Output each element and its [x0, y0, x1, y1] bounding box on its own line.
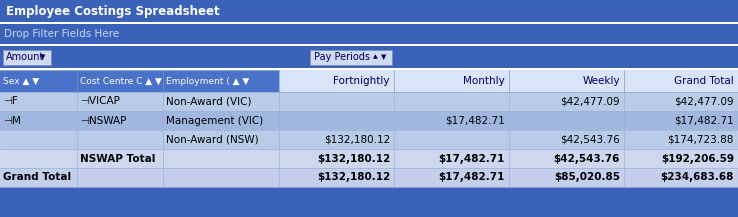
Text: $17,482.71: $17,482.71: [438, 153, 505, 163]
Text: Employee Costings Spreadsheet: Employee Costings Spreadsheet: [6, 5, 220, 18]
Text: Fortnightly: Fortnightly: [334, 76, 390, 86]
Bar: [0, 24, 738, 44]
Text: Weekly: Weekly: [582, 76, 620, 86]
Text: $42,543.76: $42,543.76: [554, 153, 620, 163]
Bar: [0, 68, 738, 70]
Bar: [0, 130, 738, 149]
Text: $132,180.12: $132,180.12: [324, 135, 390, 145]
Bar: [0, 44, 738, 46]
Text: $42,477.09: $42,477.09: [675, 97, 734, 107]
Text: $174,723.88: $174,723.88: [668, 135, 734, 145]
Text: $132,180.12: $132,180.12: [317, 173, 390, 182]
Text: Employment ( ▲ ▼: Employment ( ▲ ▼: [166, 77, 249, 85]
Text: $17,482.71: $17,482.71: [675, 115, 734, 125]
Bar: [310, 49, 392, 64]
Text: ▲: ▲: [373, 54, 377, 59]
Text: $17,482.71: $17,482.71: [445, 115, 505, 125]
Bar: [3, 49, 51, 64]
Text: $17,482.71: $17,482.71: [438, 173, 505, 182]
Bar: [279, 70, 738, 92]
Text: ⊣VICAP: ⊣VICAP: [80, 97, 120, 107]
Bar: [3, 49, 51, 64]
Text: Grand Total: Grand Total: [3, 173, 71, 182]
Text: Drop Filter Fields Here: Drop Filter Fields Here: [4, 29, 119, 39]
Text: Amount: Amount: [6, 52, 44, 62]
Text: ⊣F: ⊣F: [3, 97, 18, 107]
Text: $234,683.68: $234,683.68: [661, 173, 734, 182]
Bar: [0, 149, 738, 168]
Text: ⊣NSWAP: ⊣NSWAP: [80, 115, 126, 125]
Text: $42,477.09: $42,477.09: [560, 97, 620, 107]
Text: Pay Periods: Pay Periods: [314, 52, 370, 62]
Text: Sex ▲ ▼: Sex ▲ ▼: [3, 77, 39, 85]
Bar: [310, 49, 392, 64]
Bar: [0, 0, 738, 22]
Text: ⊣M: ⊣M: [3, 115, 21, 125]
Text: $132,180.12: $132,180.12: [317, 153, 390, 163]
Text: Management (VIC): Management (VIC): [166, 115, 263, 125]
Text: Non-Award (NSW): Non-Award (NSW): [166, 135, 258, 145]
Text: ▼: ▼: [41, 54, 46, 60]
Text: Non-Award (VIC): Non-Award (VIC): [166, 97, 252, 107]
Text: ▼: ▼: [382, 54, 387, 60]
Text: Grand Total: Grand Total: [675, 76, 734, 86]
Text: $85,020.85: $85,020.85: [554, 173, 620, 182]
Text: $42,543.76: $42,543.76: [560, 135, 620, 145]
Bar: [0, 111, 738, 130]
Bar: [0, 70, 279, 92]
Bar: [0, 92, 738, 111]
Bar: [0, 46, 738, 68]
Text: Monthly: Monthly: [463, 76, 505, 86]
Text: NSWAP Total: NSWAP Total: [80, 153, 156, 163]
Text: Cost Centre C ▲ ▼: Cost Centre C ▲ ▼: [80, 77, 162, 85]
Bar: [0, 168, 738, 187]
Bar: [0, 22, 738, 24]
Text: $192,206.59: $192,206.59: [661, 153, 734, 163]
